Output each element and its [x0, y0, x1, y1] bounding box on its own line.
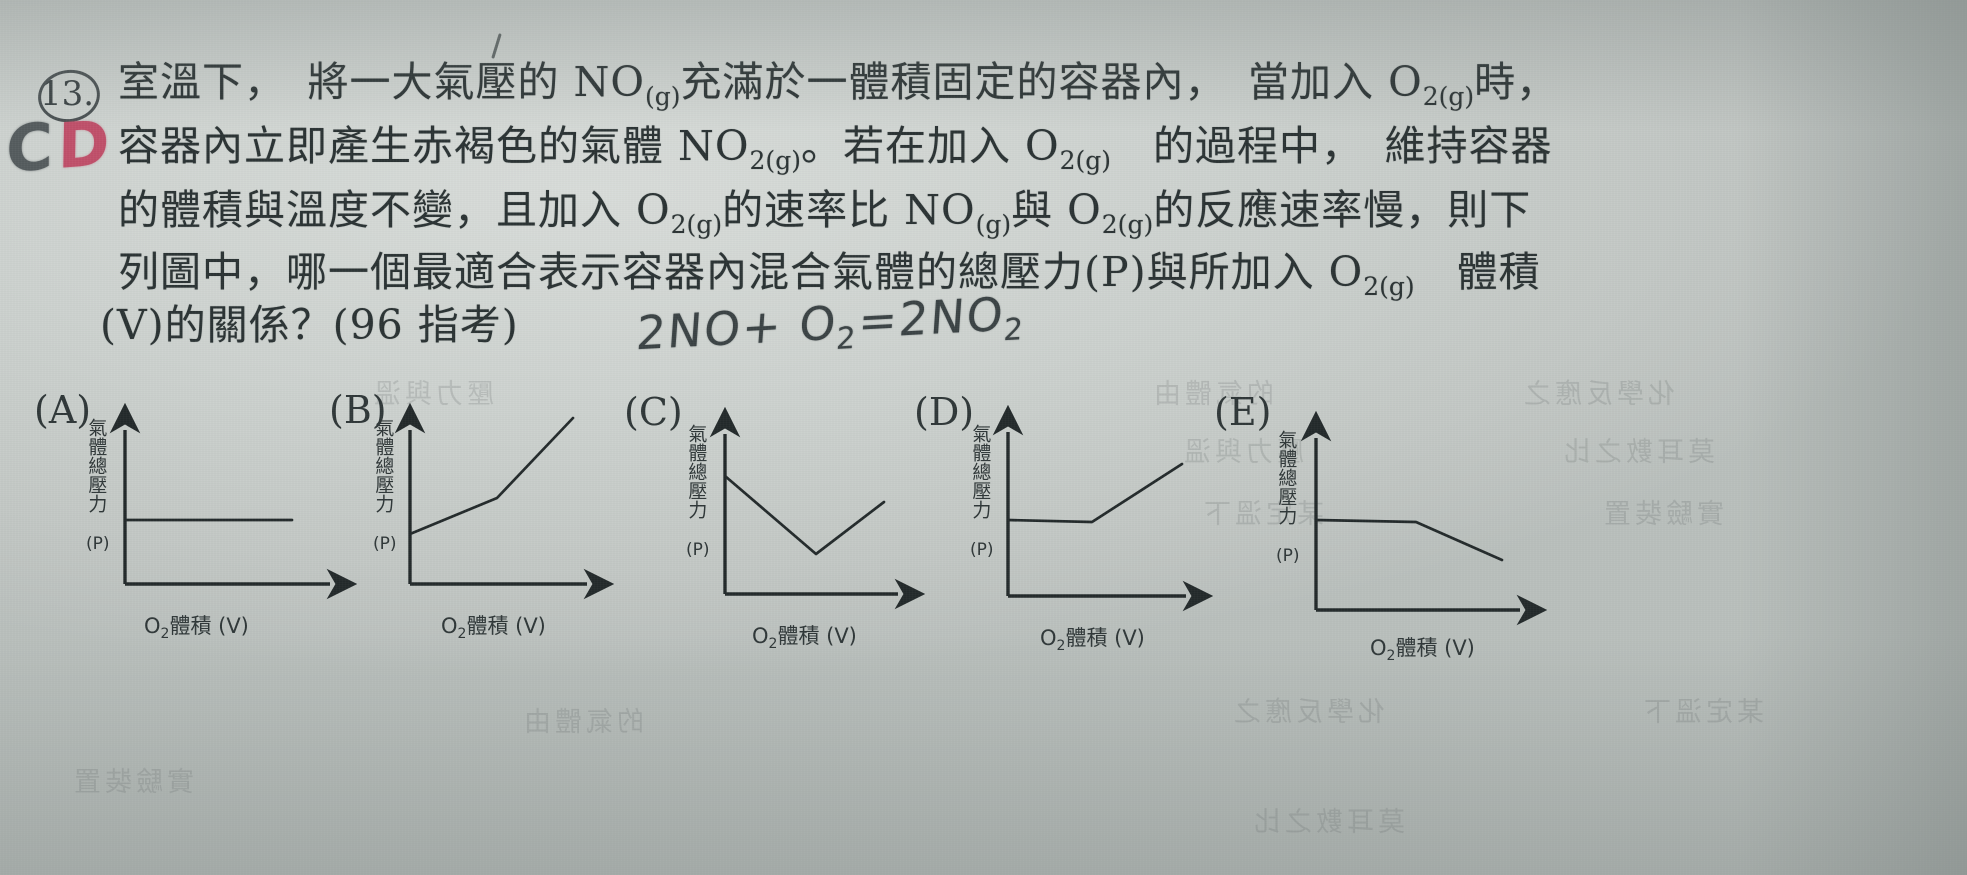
option-panel-b[interactable]: (B) 氣體總壓力 (P) O2體積 (V) — [325, 388, 665, 658]
subscript-2g: 2(g) — [749, 146, 801, 176]
question-line-5: (V)的關係？(96 指考) — [100, 305, 519, 346]
handwritten-equation-part-b: =2NO — [856, 286, 1007, 349]
question-line-3-part-a: 的體積與溫度不變，且加入 O — [118, 186, 671, 234]
y-axis-label-text: 氣體總壓力 — [85, 418, 108, 513]
option-label-e: (E) — [1214, 390, 1272, 434]
question-line-4-part-a: 列圖中，哪一個最適合表示容器內混合氣體的總壓力(P)與所加入 O — [118, 248, 1364, 296]
x-axis-label-sub: 2 — [1056, 638, 1066, 655]
x-axis-label-sub: 2 — [1386, 648, 1396, 665]
x-axis-label-rest: 體積 (V) — [1395, 636, 1475, 660]
option-panel-c[interactable]: (C) 氣體總壓力 (P) O2體積 (V) — [620, 388, 960, 658]
curve-d — [1006, 462, 1184, 524]
x-axis-label-o: O — [144, 614, 161, 638]
y-axis-label: 氣體總壓力 — [1275, 430, 1298, 525]
handwritten-answer-c: C — [6, 109, 53, 189]
handwritten-equation-part-a: 2NO+ O — [634, 295, 840, 361]
chart-a-svg — [109, 402, 358, 600]
x-axis-label-o: O — [441, 614, 458, 638]
question-number: 13. — [34, 65, 104, 127]
x-axis-label-rest: 體積 (V) — [466, 614, 546, 638]
y-axis-label-text: 氣體總壓力 — [685, 424, 708, 519]
x-axis-label: O2體積 (V) — [144, 610, 249, 642]
option-panel-d[interactable]: (D) 氣體總壓力 (P) O2體積 (V) — [910, 388, 1250, 658]
x-axis-label-o: O — [1040, 626, 1057, 650]
question-number-text: 13. — [39, 74, 95, 114]
x-axis-label-o: O — [752, 624, 769, 648]
question-line-2: 容器內立即產生赤褐色的氣體 NO2(g)。若在加入 O2(g) 的過程中， 維持… — [118, 126, 1553, 176]
x-axis-label-sub: 2 — [457, 626, 467, 643]
y-axis-label-text: 氣體總壓力 — [1275, 430, 1298, 525]
y-axis-label-paren: (P) — [86, 534, 110, 554]
question-line-3-part-c: 與 O — [1011, 186, 1102, 234]
question-line-2-part-b: 。若在加入 O — [800, 122, 1060, 170]
question-line-1-part-b: 充滿於一體積固定的容器內， 當加入 O — [680, 58, 1423, 106]
x-axis-label: O2體積 (V) — [752, 620, 857, 652]
option-panel-a[interactable]: (A) 氣體總壓力 (P) O2體積 (V) — [30, 388, 360, 658]
chart-e-svg — [1300, 410, 1548, 626]
x-axis-label-rest: 體積 (V) — [169, 614, 249, 638]
x-axis-label-rest: 體積 (V) — [1065, 626, 1145, 650]
x-axis-label-o: O — [1370, 636, 1387, 660]
option-label-a: (A) — [34, 388, 92, 432]
x-axis-label: O2體積 (V) — [1040, 622, 1145, 654]
y-axis-label: 氣體總壓力 — [969, 424, 992, 519]
curve-e — [1314, 518, 1504, 562]
question-line-2-part-a: 容器內立即產生赤褐色的氣體 NO — [118, 122, 750, 170]
question-line-1-part-a: 室溫下， 將一大氣壓的 NO — [118, 58, 646, 106]
option-label-b: (B) — [329, 388, 387, 432]
subscript-2g: 2(g) — [1059, 146, 1112, 176]
x-axis-label-rest: 體積 (V) — [777, 624, 857, 648]
y-axis-label: 氣體總壓力 — [372, 418, 395, 513]
option-label-c: (C) — [624, 390, 683, 434]
question-line-1-part-c: 時， — [1474, 58, 1559, 106]
y-axis-label-paren: (P) — [1276, 546, 1300, 566]
subscript-2g: 2(g) — [1363, 272, 1415, 302]
y-axis-label-text: 氣體總壓力 — [969, 424, 992, 519]
y-axis-label-paren: (P) — [970, 540, 994, 560]
x-axis-label: O2體積 (V) — [441, 610, 546, 642]
handwritten-equation-sub-1: 2 — [835, 320, 859, 358]
question-line-1: 室溫下， 將一大氣壓的 NO(g)充滿於一體積固定的容器內， 當加入 O2(g)… — [118, 62, 1558, 112]
x-axis-label-sub: 2 — [768, 636, 778, 653]
subscript-2g: 2(g) — [670, 210, 723, 240]
option-label-d: (D) — [914, 390, 975, 434]
y-axis-label-paren: (P) — [686, 540, 710, 560]
question-line-4-part-b: 體積 — [1414, 248, 1541, 296]
y-axis-label: 氣體總壓力 — [685, 424, 708, 519]
option-panel-e[interactable]: (E) 氣體總壓力 (P) O2體積 (V) — [1210, 388, 1590, 668]
chart-b-svg — [394, 402, 615, 600]
question-line-3-part-d: 的反應速率慢，則下 — [1153, 186, 1532, 234]
y-axis-label-paren: (P) — [373, 534, 397, 554]
subscript-2g: 2(g) — [1101, 210, 1154, 240]
question-line-3: 的體積與溫度不變，且加入 O2(g)的速率比 NO(g)與 O2(g)的反應速率… — [118, 190, 1531, 240]
chart-c-svg — [709, 406, 926, 610]
curve-b — [408, 416, 575, 536]
y-axis-label-text: 氣體總壓力 — [372, 418, 395, 513]
y-axis-label: 氣體總壓力 — [85, 418, 108, 513]
handwritten-equation-sub-2: 2 — [1002, 311, 1026, 349]
x-axis-label-sub: 2 — [160, 626, 170, 643]
subscript-2g: 2(g) — [1422, 82, 1475, 112]
subscript-g: (g) — [645, 82, 681, 112]
question-line-5-text: (V)的關係？(96 指考) — [100, 301, 519, 349]
question-line-4: 列圖中，哪一個最適合表示容器內混合氣體的總壓力(P)與所加入 O2(g) 體積 — [118, 252, 1541, 302]
question-line-2-part-c: 的過程中， 維持容器 — [1111, 122, 1553, 170]
x-axis-label: O2體積 (V) — [1370, 632, 1475, 664]
curve-c — [723, 474, 886, 556]
chart-d-svg — [992, 404, 1214, 612]
stray-pen-mark — [491, 33, 502, 59]
subscript-g: (g) — [975, 210, 1012, 240]
question-line-3-part-b: 的速率比 NO — [722, 186, 976, 234]
